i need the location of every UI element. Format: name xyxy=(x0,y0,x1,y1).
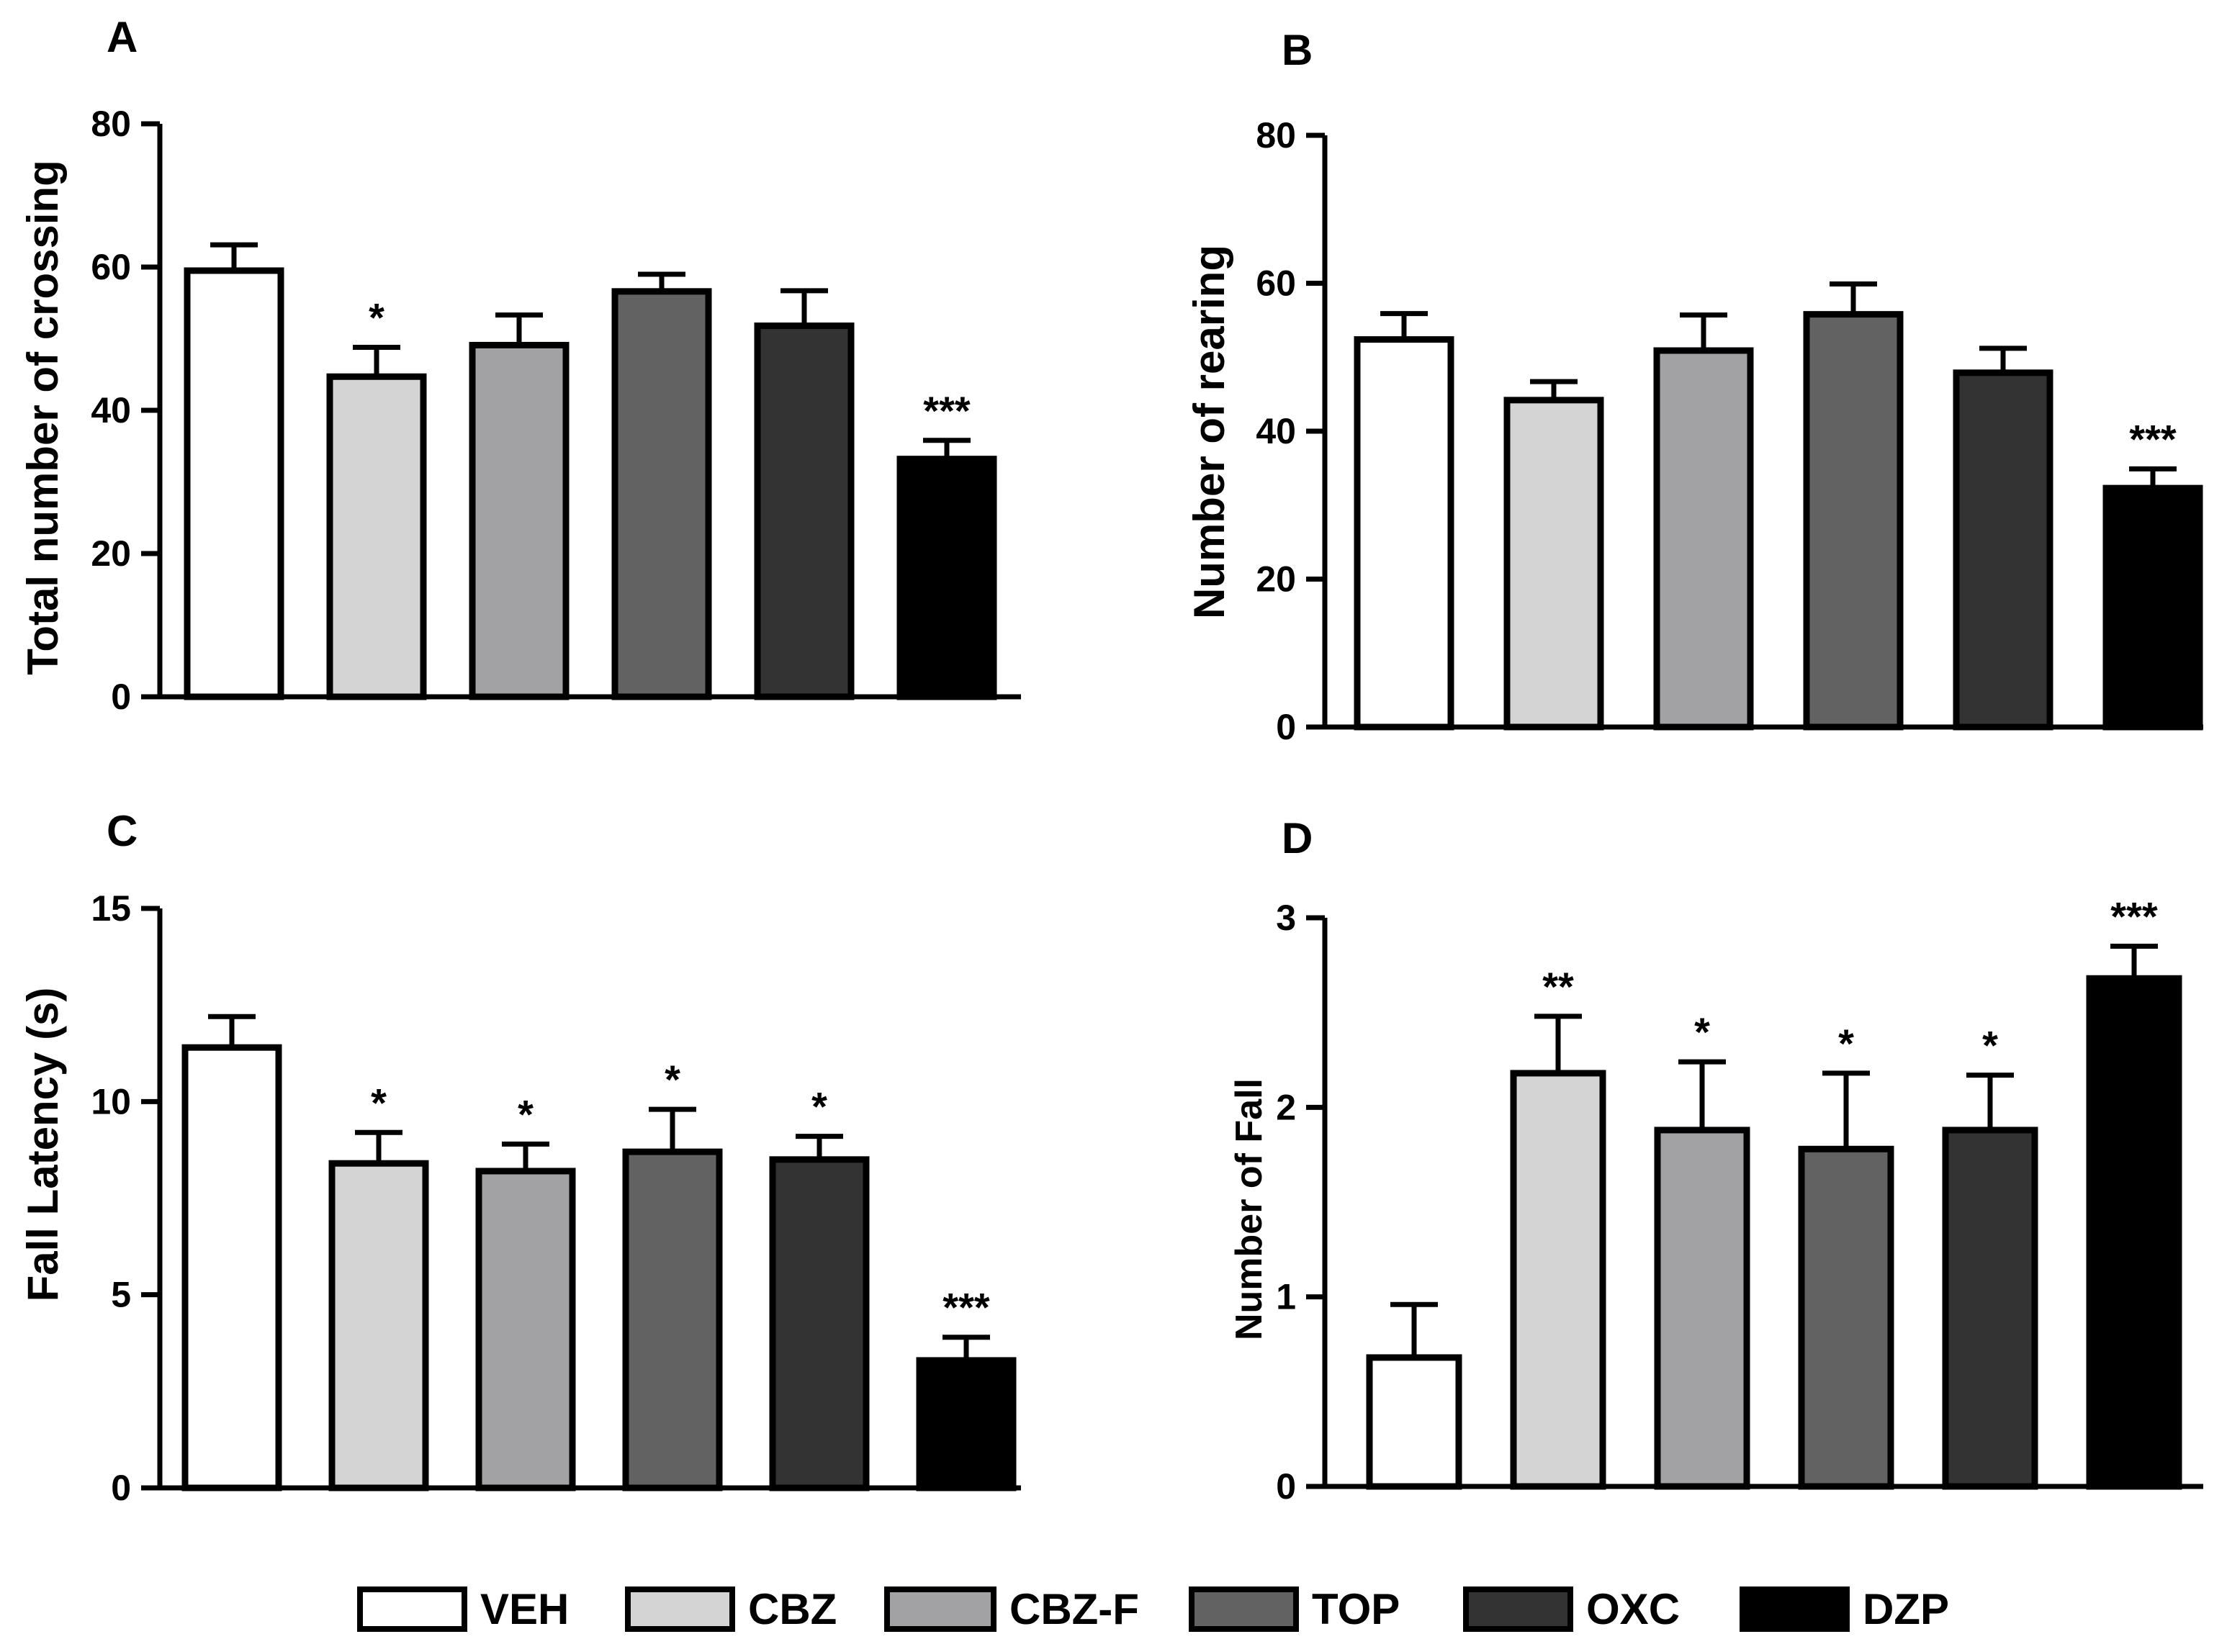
significance-cbz: * xyxy=(369,294,384,340)
legend-swatch-dzp xyxy=(1740,1586,1850,1632)
legend-label-cbz: CBZ xyxy=(748,1585,837,1633)
panel-d-letter: D xyxy=(1282,814,1313,862)
bar-top xyxy=(1798,1145,1894,1490)
bar-cbz-f xyxy=(469,341,570,700)
bar-cbz-f xyxy=(1653,347,1754,731)
panel-d-ylabel: Number of Fall xyxy=(1228,1078,1270,1340)
y-tick-label: 60 xyxy=(1256,263,1296,304)
panel-b-ylabel: Number of rearing xyxy=(1185,245,1233,619)
y-tick-label: 10 xyxy=(91,1081,131,1121)
y-tick-label: 80 xyxy=(91,104,131,144)
bar-top xyxy=(611,288,712,700)
y-tick-label: 20 xyxy=(91,533,131,574)
legend-label-veh: VEH xyxy=(480,1585,569,1633)
y-tick-label: 3 xyxy=(1276,898,1296,938)
significance-cbz: * xyxy=(371,1080,387,1125)
significance-dzp: *** xyxy=(2110,894,2158,939)
legend-swatch-veh xyxy=(357,1586,467,1632)
significance-cbz-f: * xyxy=(518,1091,534,1137)
significance-cbz: ** xyxy=(1542,964,1574,1009)
bar-oxc xyxy=(1953,369,2053,731)
significance-cbz-f: * xyxy=(1694,1009,1710,1055)
bar-dzp xyxy=(2102,484,2203,731)
y-tick-label: 2 xyxy=(1276,1087,1296,1127)
panel-a-ylabel: Total number of crossing xyxy=(19,160,67,675)
bar-oxc xyxy=(754,322,855,700)
y-tick-label: 40 xyxy=(91,390,131,430)
bar-top xyxy=(622,1148,723,1491)
panel-b: B Number of rearing *** 0 20 40 60 80 xyxy=(1185,26,2203,747)
bar-veh xyxy=(181,1044,282,1491)
bar-cbz xyxy=(1510,1070,1606,1490)
bar-top xyxy=(1803,311,1904,731)
y-tick-label: 20 xyxy=(1256,559,1296,600)
legend-swatch-cbz-f xyxy=(884,1586,996,1632)
bar-cbz xyxy=(328,1160,429,1491)
legend: VEH CBZ CBZ-F TOP OXC DZP xyxy=(357,1585,1949,1633)
y-tick-label: 0 xyxy=(1276,707,1296,747)
y-tick-label: 15 xyxy=(91,888,131,929)
legend-label-dzp: DZP xyxy=(1863,1585,1949,1633)
bar-oxc xyxy=(1942,1127,2038,1490)
panel-b-axes: *** 0 20 40 60 80 xyxy=(1256,115,2203,747)
bar-cbz-f xyxy=(1654,1127,1750,1490)
significance-oxc: * xyxy=(1982,1023,1998,1068)
panel-c-letter: C xyxy=(107,807,138,855)
bar-dzp xyxy=(896,456,997,700)
significance-dzp: *** xyxy=(942,1285,990,1330)
y-tick-label: 80 xyxy=(1256,115,1296,155)
significance-dzp: *** xyxy=(2129,416,2177,461)
significance-dzp: *** xyxy=(923,388,971,433)
significance-top: * xyxy=(665,1057,680,1102)
y-tick-label: 0 xyxy=(111,677,131,717)
y-tick-label: 5 xyxy=(111,1275,131,1315)
legend-swatch-oxc xyxy=(1463,1586,1573,1632)
legend-label-top: TOP xyxy=(1312,1585,1400,1633)
panel-b-letter: B xyxy=(1282,26,1313,74)
bar-dzp xyxy=(916,1357,1017,1491)
legend-label-cbz-f: CBZ-F xyxy=(1009,1585,1139,1633)
bar-dzp xyxy=(2086,975,2182,1490)
bar-oxc xyxy=(769,1156,870,1491)
bar-cbz xyxy=(326,373,427,700)
significance-oxc: * xyxy=(811,1084,827,1129)
y-tick-label: 0 xyxy=(111,1468,131,1508)
panel-a-letter: A xyxy=(107,13,138,61)
bar-cbz-f xyxy=(475,1168,576,1491)
significance-top: * xyxy=(1838,1021,1854,1066)
bar-veh xyxy=(1366,1354,1462,1490)
bar-cbz xyxy=(1503,397,1604,731)
legend-swatch-cbz xyxy=(625,1586,735,1632)
y-tick-label: 1 xyxy=(1276,1277,1296,1317)
legend-label-oxc: OXC xyxy=(1586,1585,1680,1633)
y-tick-label: 60 xyxy=(91,247,131,287)
legend-swatch-top xyxy=(1189,1586,1299,1632)
bar-veh xyxy=(1354,336,1454,731)
panel-c-ylabel: Fall Latency (s) xyxy=(19,988,67,1302)
y-tick-label: 40 xyxy=(1256,411,1296,451)
bar-veh xyxy=(184,267,284,700)
y-tick-label: 0 xyxy=(1276,1466,1296,1507)
